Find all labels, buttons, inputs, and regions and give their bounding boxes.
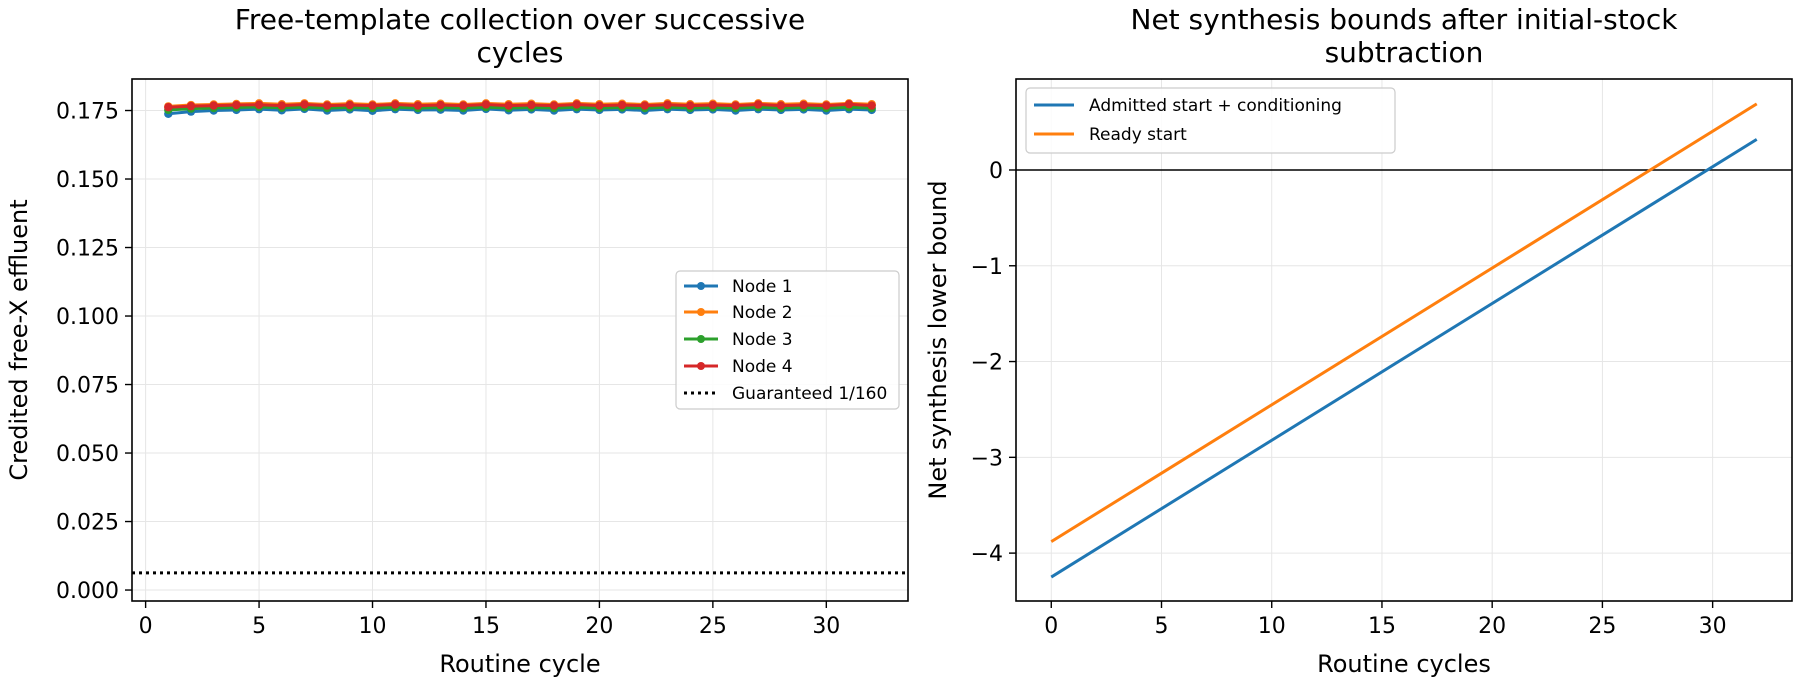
right-grid: [1016, 79, 1792, 601]
right-chart-title-line-1: Net synthesis bounds after initial-stock: [1131, 3, 1679, 36]
data-point-node-4: [549, 101, 559, 110]
legend-marker-node-2: [697, 308, 705, 316]
data-point-node-4: [731, 101, 740, 110]
right-chart-title-line-2: subtraction: [1325, 36, 1484, 69]
data-point-node-4: [481, 100, 491, 109]
panel1-x-tick-label: 5: [252, 614, 266, 639]
panel1-y-tick-label: 0.150: [56, 168, 119, 193]
legend-marker-node-4: [697, 362, 705, 370]
panel1-x-tick-label: 0: [139, 614, 153, 639]
panel2-y-tick-label: −1: [971, 255, 1003, 280]
legend-label-ready-start: Ready start: [1089, 125, 1187, 145]
panel1-y-tick-label: 0.025: [56, 511, 119, 536]
legend-label-node-3: Node 3: [732, 330, 793, 350]
data-point-node-4: [277, 101, 286, 110]
left-ticks: 0 5 10 15 20 25 30 0.000 0.025 0.050 0.075 0.100 0.1…: [56, 100, 840, 639]
left-chart-title-line-1: Free-template collection over successive: [235, 3, 806, 36]
legend-label-node-1: Node 1: [732, 277, 793, 297]
data-point-node-4: [209, 101, 218, 110]
data-point-node-4: [345, 100, 355, 110]
data-point-node-4: [572, 100, 581, 109]
right-plot-frame: [1015, 78, 1793, 602]
right-x-axis-label: Routine cycles: [1317, 650, 1491, 678]
legend-marker-node-3: [697, 335, 705, 343]
data-point-node-4: [776, 101, 786, 110]
panel2-x-tick-label: 10: [1258, 614, 1286, 639]
data-point-node-4: [822, 101, 831, 110]
left-legend: Node 1 Node 2 Node 3 Node 4 Guaranteed 1…: [675, 270, 900, 410]
data-point-node-4: [640, 101, 649, 110]
data-point-node-4: [527, 100, 536, 110]
left-x-axis-label: Routine cycle: [439, 650, 600, 678]
right-ticks: 0 5 10 15 20 25 30 −4 −3 −2 −1 0: [971, 159, 1727, 639]
panel1-y-tick-label: 0.175: [56, 100, 119, 125]
left-legend-box: [675, 270, 900, 410]
panel1-x-tick-label: 10: [359, 614, 387, 639]
left-y-axis-label: Credited free-X effluent: [5, 199, 33, 480]
right-series: [1050, 102, 1758, 579]
data-point-node-4: [391, 100, 400, 109]
legend-label-guaranteed: Guaranteed 1/160: [732, 384, 887, 404]
panel2-y-tick-label: −3: [971, 446, 1003, 471]
data-point-node-4: [663, 100, 672, 109]
legend-marker-node-1: [697, 282, 705, 290]
panel2-x-tick-label: 0: [1044, 614, 1058, 639]
legend-label-node-4: Node 4: [732, 357, 793, 377]
data-point-node-4: [708, 100, 718, 110]
left-series: [164, 99, 876, 119]
panel2-x-tick-label: 5: [1155, 614, 1169, 639]
panel2-x-tick-label: 30: [1699, 614, 1727, 639]
panel2-x-tick-label: 25: [1588, 614, 1616, 639]
data-point-node-4: [595, 101, 604, 110]
right-chart: Net synthesis bounds after initial-stock…: [924, 3, 1793, 678]
data-point-node-4: [754, 100, 763, 109]
series-line-ready-start: [1050, 102, 1758, 543]
panel1-x-tick-label: 25: [699, 614, 727, 639]
data-point-node-4: [300, 100, 309, 109]
right-legend-box: [1025, 87, 1396, 154]
data-point-node-4: [186, 101, 196, 111]
panel1-y-tick-label: 0.125: [56, 237, 119, 262]
panel2-x-tick-label: 15: [1368, 614, 1396, 639]
data-point-node-4: [504, 101, 513, 110]
series-line-admitted-start-conditioning: [1050, 138, 1758, 579]
data-point-node-4: [368, 101, 377, 110]
data-point-node-4: [867, 101, 876, 110]
data-point-node-4: [799, 100, 808, 110]
panel2-y-tick-label: −4: [971, 542, 1003, 567]
panel2-y-tick-label: −2: [971, 351, 1003, 376]
data-point-node-4: [164, 103, 173, 112]
data-point-node-4: [436, 100, 445, 110]
panel1-y-tick-label: 0.000: [56, 579, 119, 604]
panel1-x-tick-label: 30: [812, 614, 840, 639]
panel1-y-tick-label: 0.100: [56, 305, 119, 330]
series-line-node-1: [168, 107, 872, 116]
legend-label-node-2: Node 2: [732, 303, 793, 323]
left-chart: Free-template collection over successive…: [5, 3, 909, 678]
data-point-node-4: [413, 101, 423, 110]
panel1-y-tick-label: 0.075: [56, 374, 119, 399]
panel2-y-tick-label: 0: [989, 159, 1003, 184]
data-point-node-4: [322, 101, 332, 110]
data-point-node-4: [254, 100, 264, 109]
data-point-node-4: [685, 101, 695, 110]
left-chart-title-line-2: cycles: [477, 36, 564, 69]
panel1-x-tick-label: 20: [585, 614, 613, 639]
right-y-axis-label: Net synthesis lower bound: [924, 180, 952, 499]
legend-label-admitted-start: Admitted start + conditioning: [1089, 96, 1342, 116]
data-point-node-4: [459, 101, 468, 110]
data-point-node-4: [617, 100, 627, 110]
data-point-node-4: [232, 100, 241, 110]
panel2-x-tick-label: 20: [1478, 614, 1506, 639]
panel1-x-tick-label: 15: [472, 614, 500, 639]
panel1-y-tick-label: 0.050: [56, 442, 119, 467]
left-plot-frame: [131, 78, 909, 602]
data-point-node-4: [844, 100, 854, 109]
right-legend: Admitted start + conditioning Ready star…: [1025, 87, 1396, 154]
